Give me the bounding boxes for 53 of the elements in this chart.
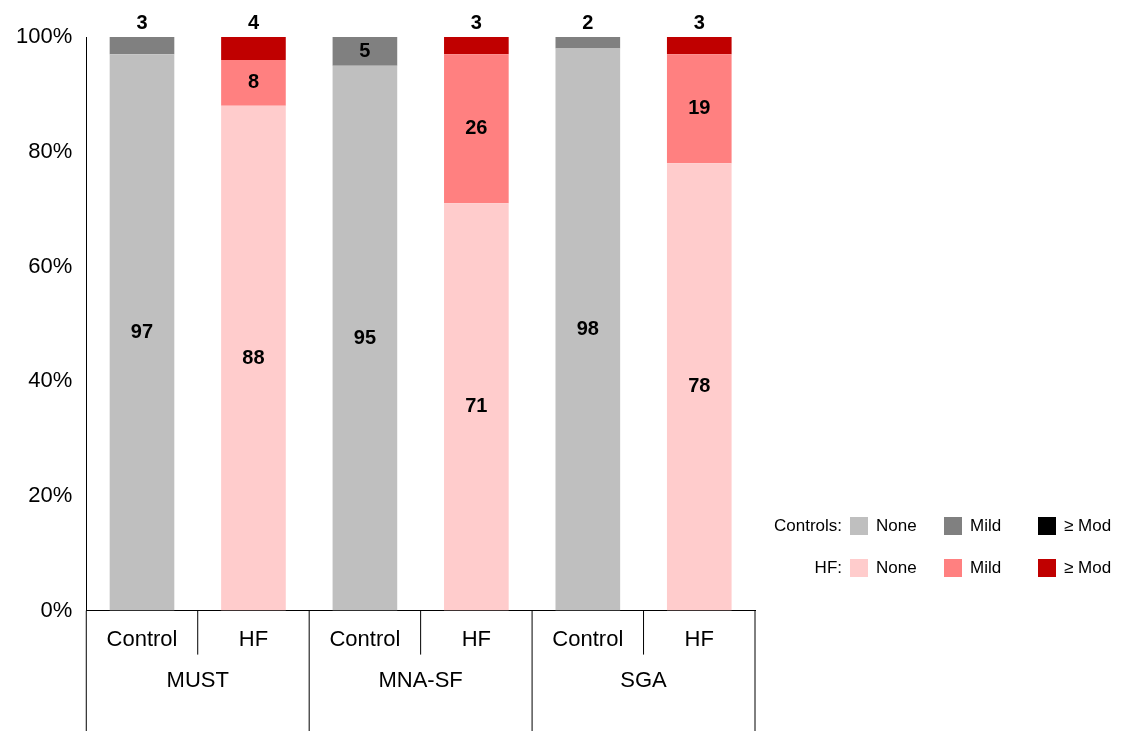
y-tick-label: 20% [28, 481, 73, 507]
bar [555, 37, 621, 49]
data-label: 95 [353, 325, 377, 348]
x-tick-label: HF [461, 625, 492, 651]
bar [666, 37, 732, 55]
y-tick-label: 100% [15, 23, 73, 49]
legend-label: Mild [970, 516, 1002, 536]
bar [221, 59, 286, 106]
legend-label: ≥ Mod [1064, 516, 1112, 536]
y-tick-label: 0% [40, 596, 73, 622]
bar [332, 65, 398, 611]
text: SGA [620, 666, 668, 692]
bar [221, 105, 286, 611]
data-label: 5 [359, 38, 371, 61]
bar [666, 163, 732, 611]
data-label: 4 [247, 10, 260, 33]
bar [332, 37, 398, 66]
data-label: 26 [465, 116, 488, 139]
bar [221, 37, 286, 60]
text: Controls: [772, 516, 842, 536]
text: MNA-SF [378, 666, 463, 692]
data-label: 97 [130, 319, 154, 342]
data-label: 88 [242, 345, 265, 368]
bar [109, 37, 175, 55]
data-label: 8 [247, 70, 260, 93]
data-label: 78 [688, 374, 711, 397]
legend-label: ≥ Mod [1064, 558, 1112, 578]
data-label: 2 [582, 10, 594, 33]
data-label: 19 [688, 96, 711, 119]
data-label: 71 [465, 394, 488, 417]
text: MUST [166, 666, 229, 692]
bar [444, 37, 509, 55]
data-label: 3 [693, 10, 705, 33]
data-label: 98 [576, 317, 599, 340]
x-tick-label: Control [106, 625, 178, 651]
text: HF: [813, 558, 842, 578]
x-tick-label: HF [238, 625, 269, 651]
bar [555, 48, 621, 611]
legend-label: None [876, 516, 917, 536]
legend-label: None [876, 558, 917, 578]
data-label: 3 [470, 10, 482, 33]
x-tick-label: Control [552, 625, 624, 651]
y-tick-label: 40% [28, 367, 73, 393]
x-tick-label: HF [684, 625, 714, 651]
bar [109, 54, 175, 611]
bar [444, 54, 509, 204]
y-tick-label: 60% [28, 252, 73, 278]
bar [666, 54, 732, 164]
bar [444, 203, 509, 611]
data-label: 3 [136, 10, 148, 33]
y-tick-label: 80% [28, 137, 73, 163]
x-tick-label: Control [329, 625, 401, 651]
legend-label: Mild [970, 558, 1002, 578]
